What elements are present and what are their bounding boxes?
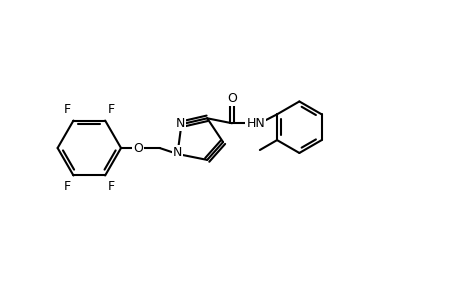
Text: N: N	[175, 117, 185, 130]
Text: F: F	[108, 103, 115, 116]
Text: O: O	[133, 142, 142, 154]
Text: HN: HN	[246, 117, 264, 130]
Text: F: F	[108, 180, 115, 193]
Text: N: N	[173, 146, 182, 160]
Text: F: F	[63, 103, 70, 116]
Text: F: F	[63, 180, 70, 193]
Text: O: O	[227, 92, 236, 105]
